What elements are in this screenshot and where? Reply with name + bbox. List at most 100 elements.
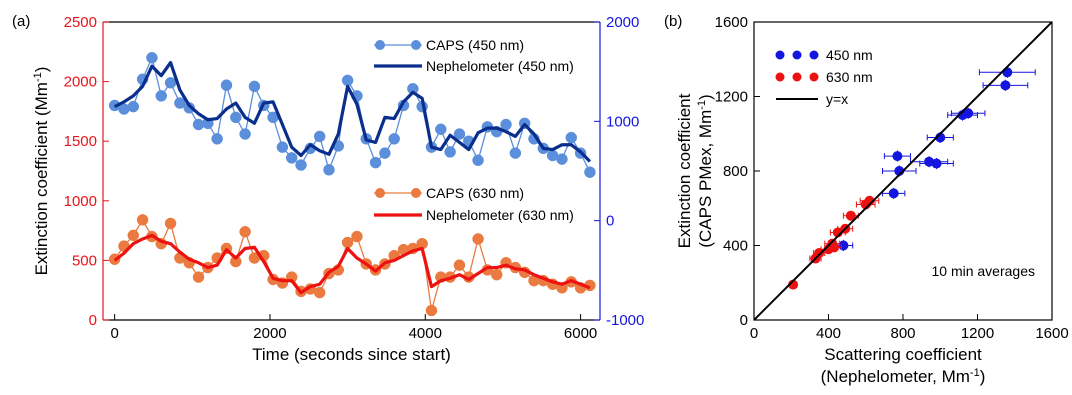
series-point-0: [323, 164, 335, 176]
y-tick-label: 800: [723, 163, 748, 180]
scatter-point-0: [838, 240, 849, 251]
x-tick-label: 0: [750, 325, 758, 342]
y-tick-label: 1200: [715, 89, 748, 106]
series-point-2: [472, 233, 484, 245]
series-point-0: [369, 156, 382, 169]
x-tick-label: 400: [816, 325, 841, 342]
legend-label-1: 630 nm: [826, 69, 873, 85]
series-point-2: [127, 229, 140, 242]
y-tick-label: 1600: [715, 14, 748, 31]
right-y-tick-label: 1000: [606, 113, 639, 130]
series-point-0: [248, 80, 261, 93]
legend-label-2: y=x: [826, 91, 848, 107]
legend-marker-1: [775, 72, 785, 82]
left-y-tick-label: 1500: [64, 133, 97, 150]
annotation-text: 10 min averages: [931, 263, 1035, 279]
scatter-point-1: [845, 210, 856, 221]
x-tick-label: 1200: [961, 325, 994, 342]
identity-line: [754, 22, 1052, 320]
scatter-point-0: [924, 156, 935, 167]
series-line-3: [113, 233, 591, 295]
right-y-tick-label: 2000: [606, 14, 639, 31]
scatter-point-1: [829, 242, 840, 253]
x-tick-label: 0: [110, 325, 118, 342]
series-point-0: [444, 146, 456, 158]
x-axis-label-line1: Scattering coefficient: [824, 345, 982, 364]
series-point-0: [565, 131, 578, 144]
x-tick-label: 4000: [409, 325, 442, 342]
series-point-2: [192, 271, 205, 283]
legend-label-0: CAPS (450 nm): [426, 37, 524, 53]
plot-content: [754, 22, 1052, 320]
left-y-tick-label: 2500: [64, 14, 97, 31]
series-point-0: [164, 77, 177, 89]
series-point-2: [341, 236, 354, 249]
series-line-1: [113, 60, 592, 163]
panel-label-a: (a): [12, 13, 30, 30]
series-point-0: [584, 166, 596, 178]
series-point-0: [472, 154, 484, 167]
scatter-point-1: [814, 247, 825, 258]
series-point-0: [313, 130, 326, 143]
legend-label-1: Nephelometer (450 nm): [426, 58, 574, 74]
x-tick-label: 1600: [1035, 325, 1068, 342]
y-tick-label: 400: [723, 238, 748, 255]
y-axis-label: Extinction coefficient (Mm-1): [32, 67, 51, 276]
series-point-2: [136, 214, 149, 226]
legend-label-0: 450 nm: [826, 47, 873, 63]
series-point-2: [425, 304, 438, 317]
scatter-point-0: [892, 151, 903, 162]
series-point-0: [379, 147, 391, 159]
series-point-2: [239, 226, 251, 238]
series-point-0: [174, 97, 186, 109]
x-tick-label: 2000: [253, 325, 286, 342]
series-point-0: [220, 79, 233, 91]
legend-label-3: Nephelometer (630 nm): [426, 207, 574, 223]
legend-marker-0: [411, 40, 421, 50]
x-axis-label-line2: (Nephelometer, Mm-1): [821, 367, 986, 386]
y-tick-label: 0: [740, 312, 748, 329]
left-y-tick-label: 2000: [64, 74, 97, 91]
series-point-0: [146, 52, 158, 64]
series-point-2: [351, 230, 363, 243]
scatter-point-0: [888, 188, 899, 199]
series-point-0: [509, 147, 522, 159]
panel-a: (a) 0 2000 4000 6000 0 500 1000 1500 2000 2500 -100…: [12, 13, 644, 364]
series-point-0: [127, 100, 140, 113]
left-y-tick-label: 0: [89, 312, 97, 329]
series-point-0: [155, 90, 167, 102]
legend-marker-0: [792, 50, 802, 60]
series-point-0: [435, 123, 447, 136]
series-point-0: [500, 118, 512, 131]
series-point-2: [313, 286, 326, 299]
series-point-0: [239, 128, 251, 140]
legend-marker-2: [375, 188, 385, 198]
series-point-0: [453, 128, 466, 140]
legend-marker-1: [809, 72, 819, 82]
legend-label-2: CAPS (630 nm): [426, 185, 524, 201]
legend-marker-0: [375, 40, 385, 50]
series-point-2: [164, 217, 177, 230]
series-point-0: [230, 111, 242, 124]
series-line-0: [114, 57, 591, 173]
series-point-0: [556, 153, 568, 165]
series-point-0: [295, 159, 307, 171]
left-y-tick-label: 500: [72, 252, 97, 269]
legend-marker-0: [809, 50, 819, 60]
series-point-0: [341, 74, 354, 87]
legend-marker-2: [411, 188, 421, 198]
series-point-2: [490, 268, 503, 281]
x-tick-label: 6000: [564, 325, 597, 342]
panel-b: (b) 0 400 800 1200 1600 0 400 800 1200 1600 Scatter…: [664, 13, 1069, 386]
legend-marker-1: [792, 72, 802, 82]
series-point-0: [183, 102, 195, 114]
legend-marker-0: [775, 50, 785, 60]
y-axis-label-line1: Extinction coefficient: [675, 93, 694, 248]
y-axis-label-line2: (CAPS PMex, Mm-1): [696, 94, 715, 247]
series-point-0: [388, 133, 400, 145]
right-y-tick-label: -1000: [606, 312, 644, 329]
scatter-point-0: [1000, 80, 1011, 91]
series-point-0: [276, 141, 289, 153]
panel-label-b: (b): [664, 13, 682, 30]
